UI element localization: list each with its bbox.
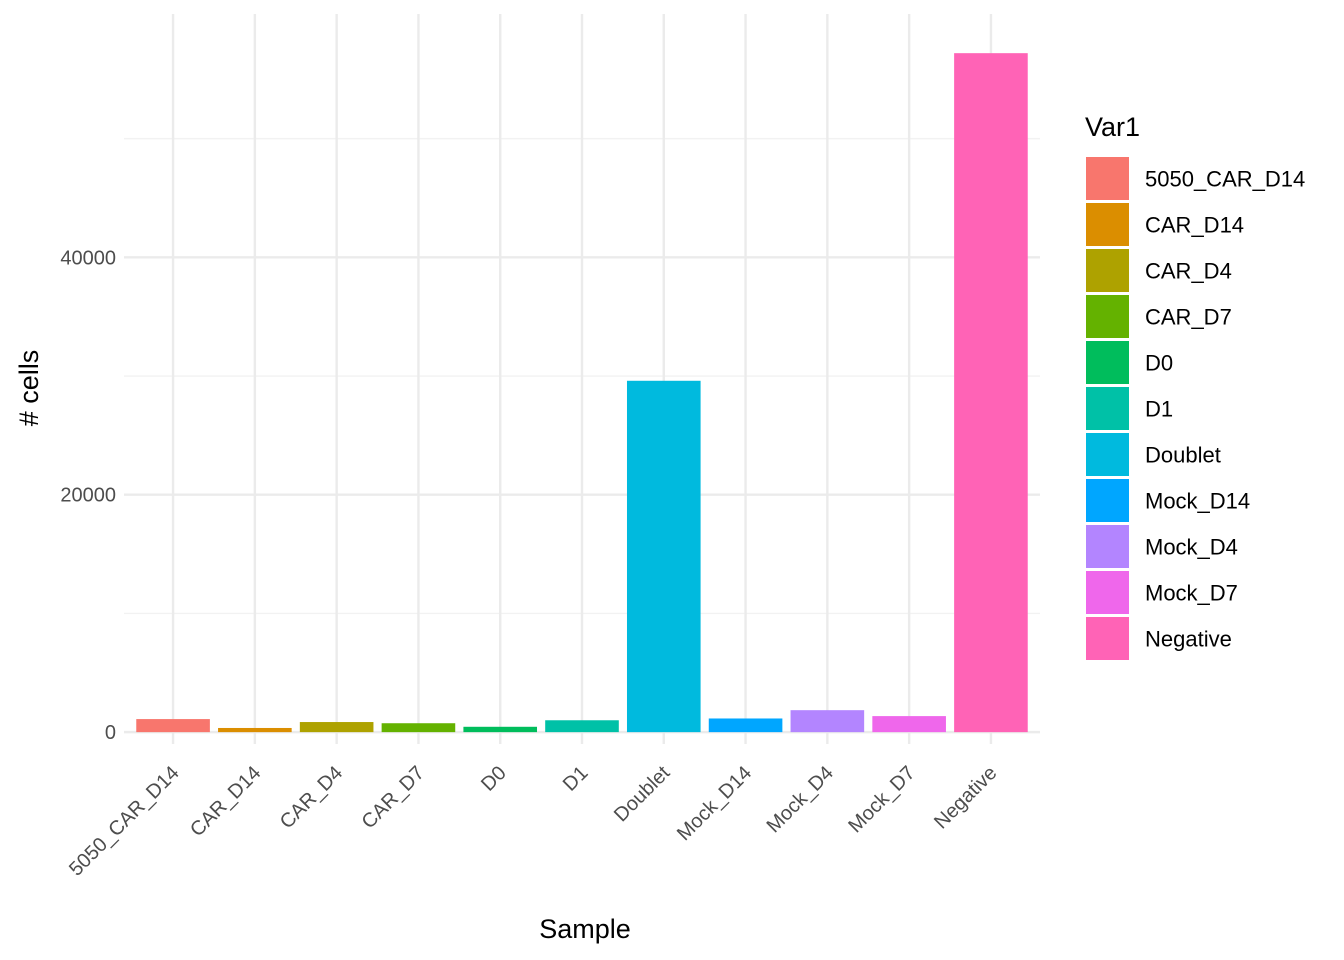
bar: [708, 718, 783, 733]
x-tick-label: CAR_D4: [276, 762, 347, 833]
x-tick-label: Mock_D14: [673, 762, 756, 845]
x-tick-label: Mock_D4: [763, 762, 838, 837]
legend-label: Negative: [1145, 627, 1232, 652]
bar: [136, 719, 210, 733]
bar: [463, 726, 538, 733]
legend-label: CAR_D7: [1145, 305, 1232, 330]
legend-label: Mock_D4: [1145, 535, 1238, 560]
legend-label: CAR_D14: [1145, 213, 1244, 238]
legend-key: [1086, 571, 1129, 614]
legend-label: 5050_CAR_D14: [1145, 167, 1305, 192]
bar: [299, 722, 374, 733]
y-tick-label: 0: [105, 722, 116, 744]
x-axis-title: Sample: [539, 914, 631, 944]
bar: [545, 720, 619, 733]
legend-key: [1086, 203, 1129, 246]
legend-key: [1086, 157, 1129, 200]
legend-key: [1086, 479, 1129, 522]
legend-key: [1086, 433, 1129, 476]
x-tick-label: Negative: [930, 762, 1001, 833]
y-axis-title: # cells: [14, 350, 44, 427]
legend-title: Var1: [1085, 112, 1140, 142]
x-axis-ticks: 5050_CAR_D14 CAR_D14 CAR_D4 CAR_D7 D0 D1 Doubl…: [65, 762, 1001, 881]
bars: [136, 53, 1028, 733]
bar: [872, 716, 946, 733]
legend-label: Doublet: [1145, 443, 1221, 468]
legend-label: Mock_D14: [1145, 489, 1250, 514]
legend-key: [1086, 387, 1129, 430]
bar: [381, 723, 456, 733]
x-tick-label: Doublet: [610, 762, 675, 827]
y-tick-label: 20000: [60, 485, 116, 507]
legend-label: D0: [1145, 351, 1173, 376]
x-tick-label: D0: [477, 762, 511, 796]
y-axis-ticks: 0 20000 40000: [60, 247, 116, 744]
legend-key: [1086, 249, 1129, 292]
legend: Var1 5050_CAR_D14 CAR_D14 CAR_D4 CAR_D7 D0 D1…: [1085, 112, 1305, 660]
legend-label: CAR_D4: [1145, 259, 1232, 284]
y-tick-label: 40000: [60, 247, 116, 269]
legend-key: [1086, 617, 1129, 660]
bar: [626, 380, 701, 733]
legend-key: [1086, 295, 1129, 338]
bar: [954, 53, 1028, 733]
x-tick-label: D1: [559, 762, 593, 796]
legend-key: [1086, 525, 1129, 568]
legend-key: [1086, 341, 1129, 384]
legend-label: D1: [1145, 397, 1173, 422]
x-tick-label: 5050_CAR_D14: [65, 762, 184, 881]
x-tick-label: CAR_D7: [358, 762, 429, 833]
grid: [124, 14, 1040, 744]
x-tick-label: Mock_D7: [844, 762, 919, 837]
bar: [218, 727, 292, 733]
bar: [790, 710, 865, 733]
x-tick-label: CAR_D14: [186, 762, 265, 841]
legend-label: Mock_D7: [1145, 581, 1238, 606]
